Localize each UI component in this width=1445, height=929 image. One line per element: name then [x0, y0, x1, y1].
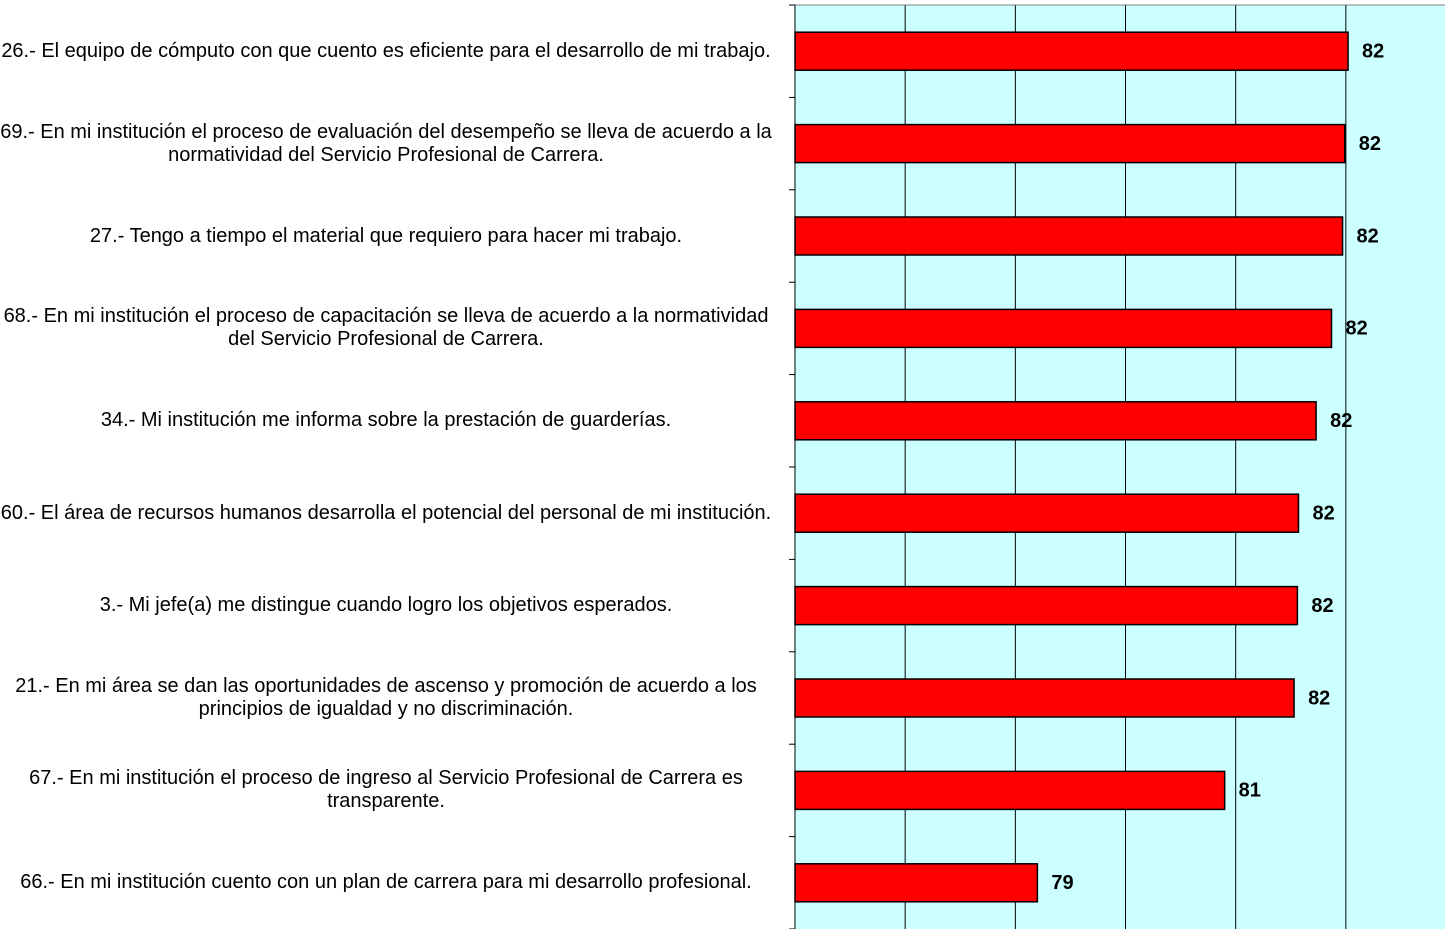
value-label: 82 [1359, 133, 1381, 155]
value-label: 79 [1051, 872, 1073, 894]
value-label: 82 [1308, 687, 1330, 709]
bar [794, 31, 1349, 71]
bar [794, 308, 1333, 349]
value-label: 82 [1312, 502, 1334, 524]
category-label: 66.- En mi institución cuento con un pla… [20, 871, 752, 894]
category-label: 26.- El equipo de cómputo con que cuento… [1, 39, 771, 62]
bar [794, 401, 1317, 441]
category-label: 3.- Mi jefe(a) me distingue cuando logro… [99, 594, 673, 617]
bar [794, 493, 1300, 533]
category-label: 69.- En mi institución el proceso de eva… [0, 120, 772, 166]
category-label: 27.- Tengo a tiempo el material que requ… [89, 224, 683, 247]
category-label: 60.- El área de recursos humanos desarro… [0, 501, 772, 524]
value-label: 82 [1346, 318, 1368, 340]
bar [794, 123, 1346, 164]
category-label: 34.- Mi institución me informa sobre la … [100, 409, 672, 432]
value-label: 82 [1357, 225, 1379, 247]
value-label: 82 [1311, 595, 1333, 617]
category-label: 68.- En mi institución el proceso de cap… [3, 305, 769, 351]
value-label: 82 [1330, 410, 1352, 432]
bar [794, 770, 1226, 811]
bar [794, 678, 1295, 718]
value-label: 81 [1239, 780, 1261, 802]
bar [794, 585, 1299, 626]
category-label: 21.- En mi área se dan las oportunidades… [15, 675, 757, 720]
bar [794, 863, 1039, 903]
category-label: 67.- En mi institución el proceso de ing… [29, 767, 743, 813]
bar [794, 216, 1344, 256]
value-label: 82 [1362, 40, 1384, 62]
